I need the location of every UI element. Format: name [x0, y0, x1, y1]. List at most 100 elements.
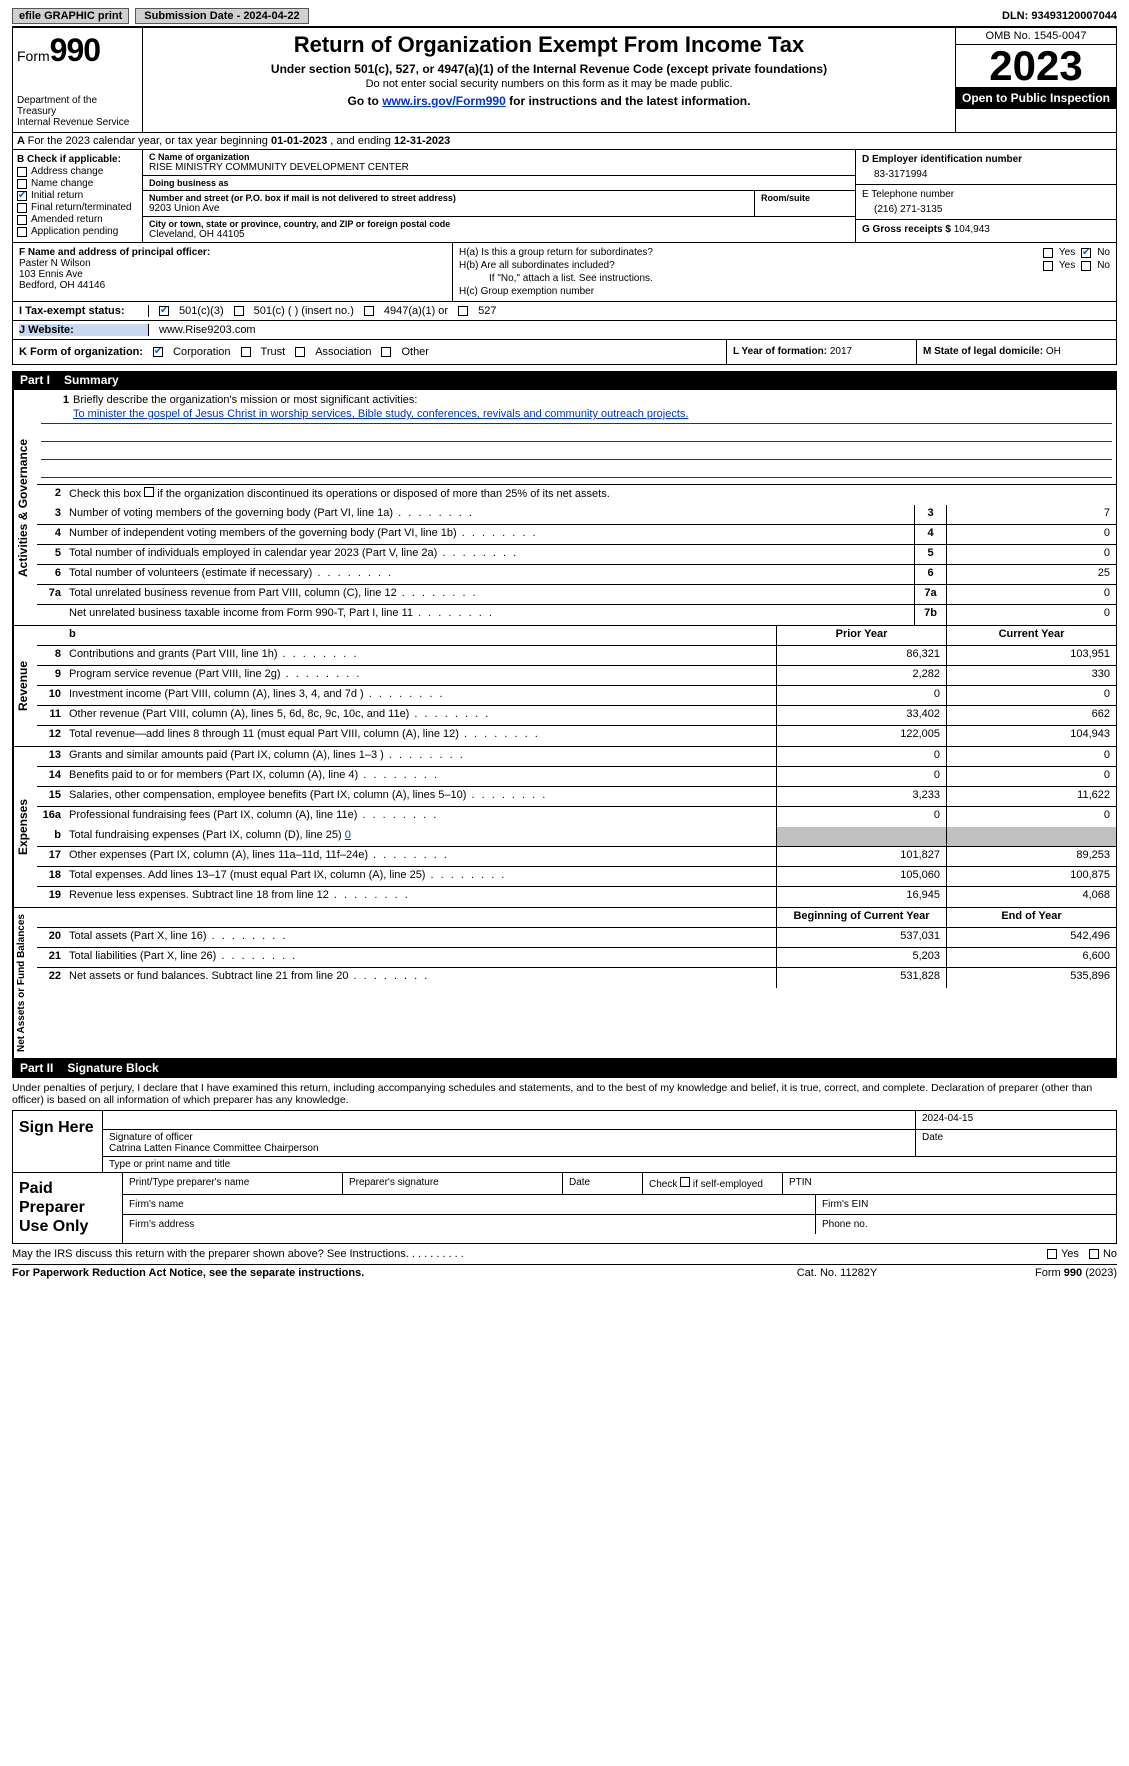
pra-notice: For Paperwork Reduction Act Notice, see …: [12, 1267, 737, 1279]
gov-row-desc: Number of independent voting members of …: [65, 525, 914, 544]
checkbox-527[interactable]: [458, 306, 468, 316]
line16b-label: Total fundraising expenses (Part IX, col…: [69, 829, 345, 841]
hb-note: If "No," attach a list. See instructions…: [459, 273, 1110, 284]
hc-label: H(c) Group exemption number: [459, 286, 1110, 297]
prior-year-header: Prior Year: [776, 626, 946, 645]
col-b-header: B Check if applicable:: [17, 154, 138, 165]
ha-yes-checkbox[interactable]: [1043, 248, 1053, 258]
gov-row-box: 7a: [914, 585, 946, 604]
checkbox-app-pending[interactable]: [17, 227, 27, 237]
sig-date-value: 2024-04-15: [916, 1111, 1116, 1129]
year-formation-label: L Year of formation:: [733, 346, 830, 357]
na-hdr1: Beginning of Current Year: [776, 908, 946, 927]
discuss-yes-label: Yes: [1061, 1248, 1079, 1260]
gov-row-val: 0: [946, 605, 1116, 625]
checkbox-other[interactable]: [381, 347, 391, 357]
row-py: 122,005: [776, 726, 946, 746]
irs-label: Internal Revenue Service: [17, 117, 138, 128]
checkbox-association[interactable]: [295, 347, 305, 357]
street-value: 9203 Union Ave: [149, 203, 748, 214]
row-desc: Total liabilities (Part X, line 26): [65, 948, 776, 967]
hb-yes-checkbox[interactable]: [1043, 261, 1053, 271]
vlabel-netassets: Net Assets or Fund Balances: [13, 908, 37, 1058]
preparer-sig-label: Preparer's signature: [343, 1173, 563, 1194]
ha-no-checkbox[interactable]: ✔: [1081, 248, 1091, 258]
sign-here-label: Sign Here: [13, 1111, 103, 1172]
street-label: Number and street (or P.O. box if mail i…: [149, 193, 748, 203]
row-k-label: K Form of organization:: [19, 346, 143, 358]
section-fh: F Name and address of principal officer:…: [12, 243, 1117, 302]
line-a-prefix: For the 2023 calendar year, or tax year …: [28, 135, 271, 147]
efile-print-button[interactable]: efile GRAPHIC print: [12, 8, 129, 24]
label-501c: 501(c) ( ) (insert no.): [254, 305, 354, 317]
state-domicile-label: M State of legal domicile:: [923, 346, 1046, 357]
row-py: 0: [776, 686, 946, 705]
gov-row-box: 4: [914, 525, 946, 544]
checkbox-amended[interactable]: [17, 215, 27, 225]
paid-preparer-block: Paid Preparer Use Only Print/Type prepar…: [12, 1173, 1117, 1244]
ssn-note: Do not enter social security numbers on …: [151, 78, 947, 90]
sig-officer-name: Catrina Latten Finance Committee Chairpe…: [109, 1143, 909, 1154]
ein-value: 83-3171994: [862, 165, 1110, 180]
current-year-header: Current Year: [946, 626, 1116, 645]
row-desc: Grants and similar amounts paid (Part IX…: [65, 747, 776, 766]
gov-row-desc: Total number of volunteers (estimate if …: [65, 565, 914, 584]
checkbox-corporation[interactable]: ✔: [153, 347, 163, 357]
ha-no-label: No: [1097, 247, 1110, 258]
paid-preparer-label: Paid Preparer Use Only: [13, 1173, 123, 1243]
label-4947: 4947(a)(1) or: [384, 305, 448, 317]
row-desc: Investment income (Part VIII, column (A)…: [65, 686, 776, 705]
checkbox-501c[interactable]: [234, 306, 244, 316]
row-desc: Contributions and grants (Part VIII, lin…: [65, 646, 776, 665]
discuss-yes-checkbox[interactable]: [1047, 1249, 1057, 1259]
year-formation-value: 2017: [830, 346, 852, 357]
row-cy: 662: [946, 706, 1116, 725]
discuss-no-checkbox[interactable]: [1089, 1249, 1099, 1259]
gov-row-val: 0: [946, 525, 1116, 544]
gov-row-desc: Number of voting members of the governin…: [65, 505, 914, 524]
hb-no-checkbox[interactable]: [1081, 261, 1091, 271]
checkbox-self-employed[interactable]: [680, 1177, 690, 1187]
row-py: 86,321: [776, 646, 946, 665]
gov-row-val: 0: [946, 545, 1116, 564]
label-address-change: Address change: [31, 166, 103, 177]
row-cy: 11,622: [946, 787, 1116, 806]
dln-label: DLN: 93493120007044: [1002, 10, 1117, 22]
dba-label: Doing business as: [149, 178, 849, 188]
form-header: Form990 Department of the Treasury Inter…: [12, 28, 1117, 133]
summary-revenue: Revenue b Prior Year Current Year 8Contr…: [12, 626, 1117, 747]
row-py: 16,945: [776, 887, 946, 907]
city-value: Cleveland, OH 44105: [149, 229, 849, 240]
checkbox-4947[interactable]: [364, 306, 374, 316]
checkbox-discontinued[interactable]: [144, 487, 154, 497]
column-b: B Check if applicable: Address change Na…: [13, 150, 143, 242]
checkbox-initial-return[interactable]: ✔: [17, 191, 27, 201]
ein-label: D Employer identification number: [862, 154, 1110, 165]
phone-value: (216) 271-3135: [862, 200, 1110, 215]
checkbox-501c3[interactable]: ✔: [159, 306, 169, 316]
checkbox-name-change[interactable]: [17, 179, 27, 189]
gov-row-box: 7b: [914, 605, 946, 625]
officer-label: F Name and address of principal officer:: [19, 247, 446, 258]
checkbox-trust[interactable]: [241, 347, 251, 357]
officer-addr2: Bedford, OH 44146: [19, 280, 446, 291]
firm-ein-label: Firm's EIN: [816, 1195, 1116, 1214]
submission-date: Submission Date - 2024-04-22: [135, 8, 308, 24]
officer-addr1: 103 Ennis Ave: [19, 269, 446, 280]
website-value: www.Rise9203.com: [159, 324, 256, 336]
vlabel-governance: Activities & Governance: [13, 390, 37, 625]
line16b-value: 0: [345, 829, 351, 841]
tax-year-begin: 01-01-2023: [271, 135, 327, 147]
row-desc: Program service revenue (Part VIII, line…: [65, 666, 776, 685]
line-a-mid: , and ending: [327, 135, 394, 147]
row-cy: 100,875: [946, 867, 1116, 886]
firm-addr-label: Firm's address: [123, 1215, 816, 1234]
label-trust: Trust: [261, 346, 286, 358]
checkbox-final-return[interactable]: [17, 203, 27, 213]
line16b-cy: [946, 827, 1116, 846]
part1-num: Part I: [20, 373, 50, 387]
open-public-badge: Open to Public Inspection: [956, 87, 1116, 109]
footer-discuss: May the IRS discuss this return with the…: [12, 1244, 1117, 1264]
checkbox-address-change[interactable]: [17, 167, 27, 177]
irs-link[interactable]: www.irs.gov/Form990: [382, 94, 506, 108]
